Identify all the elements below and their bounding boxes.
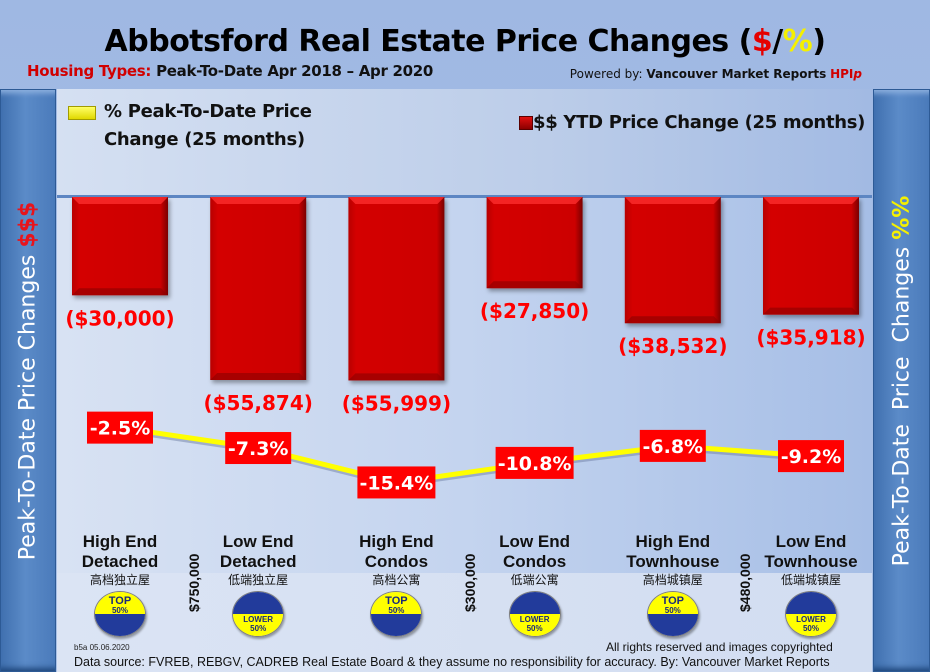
badge-text-line1: TOP (108, 595, 132, 607)
category-label: High End Detached 高档独立屋 (50, 532, 190, 588)
right-axis-accent: %% (889, 195, 914, 240)
category-name-line2: Townhouse (764, 552, 858, 571)
legend-percent-line2: Change (25 months) (104, 129, 305, 150)
powered-by: Powered by: Vancouver Market Reports HPI… (570, 67, 862, 81)
badge-blue-half (95, 614, 145, 636)
badge-yellow-half (371, 592, 422, 614)
badge-yellow-half (786, 614, 836, 636)
lower-50-badge: LOWER 50% (785, 591, 837, 637)
threshold-label: $750,000 (186, 553, 202, 612)
badge-blue-half (647, 614, 698, 636)
left-axis-accent: $$$ (15, 201, 41, 248)
category-name-line2: Condos (364, 552, 429, 571)
badge-text-line1: LOWER (243, 615, 274, 624)
category-name-line2: Townhouse (626, 552, 720, 571)
threshold-label: $300,000 (462, 553, 478, 612)
category-name-line1: High End (635, 532, 711, 551)
category-name-line1: High End (359, 532, 434, 551)
category-name-line1: Low End (499, 532, 570, 551)
hpi-mark: HPIp (830, 67, 862, 81)
category-label: High End Condos 高档公寓 (326, 532, 466, 588)
chart-subtitle: Housing Types: Peak-To-Date Apr 2018 – A… (27, 62, 433, 80)
subtitle-value: Peak-To-Date Apr 2018 – Apr 2020 (156, 62, 434, 80)
hpi-text: HPI (830, 67, 854, 81)
category-name-chinese: 高档独立屋 (89, 573, 150, 587)
title-close: ) (812, 24, 826, 59)
badge-blue-half (786, 592, 836, 614)
badge-text: TOP 50% (95, 595, 145, 616)
badge-blue-half (371, 614, 422, 636)
legend-percent: % Peak-To-Date Price Change (25 months) (104, 98, 334, 154)
right-axis-text: Peak-To-Date Price Changes (889, 246, 914, 566)
badge-text-line1: TOP (385, 595, 408, 607)
left-axis-panel: Peak-To-Date Price Changes $$$ (0, 89, 56, 672)
zero-baseline (57, 195, 872, 198)
left-axis-text: Peak-To-Date Price Changes (15, 254, 41, 560)
category-name-line2: Condos (502, 552, 567, 571)
badge-text-line1: LOWER (796, 615, 826, 624)
badge-text-line2: 50% (250, 624, 267, 633)
category-name-chinese: 高档公寓 (372, 573, 421, 587)
legend-area (57, 89, 872, 197)
category-label: High End Townhouse 高档城镇屋 (603, 532, 743, 588)
badge-text-line1: LOWER (519, 615, 550, 624)
category-footer-area (57, 573, 872, 672)
footer-rights: All rights reserved and images copyright… (606, 640, 833, 654)
title-dollar: $ (751, 24, 773, 59)
powered-brand: Vancouver Market Reports (646, 67, 827, 81)
subtitle-label: Housing Types: (27, 62, 152, 80)
badge-yellow-half (509, 614, 560, 636)
badge-yellow-half (647, 592, 698, 614)
category-name-chinese: 低端公寓 (510, 573, 559, 587)
category-label: Low End Condos 低端公寓 (465, 532, 605, 588)
category-name-line2: Detached (219, 552, 297, 571)
top-50-badge: TOP 50% (94, 591, 146, 637)
category-name-line1: Low End (775, 532, 847, 551)
badge-text-line2: 50% (664, 606, 681, 615)
category-name-chinese: 低端独立屋 (228, 573, 289, 587)
legend-swatch-dollar (519, 116, 533, 130)
legend-dollar-text: $$ YTD Price Change (25 months) (533, 112, 866, 133)
category-label: Low End Detached 低端独立屋 (188, 532, 328, 588)
legend-dollar: $$ YTD Price Change (25 months) (511, 109, 865, 137)
category-name-line1: Low End (222, 532, 294, 551)
footer-source: Data source: FVREB, REBGV, CADREB Real E… (74, 655, 830, 669)
badge-text: TOP 50% (371, 595, 421, 616)
badge-blue-half (509, 592, 560, 614)
badge-text: LOWER 50% (786, 615, 836, 633)
title-slash: / (772, 24, 783, 59)
badge-text-line1: TOP (661, 595, 684, 607)
powered-prefix: Powered by: (569, 67, 643, 81)
category-name-chinese: 低端城镇屋 (780, 573, 841, 587)
left-axis-label: Peak-To-Date Price Changes $$$ (16, 201, 41, 560)
badge-text-line2: 50% (388, 606, 405, 615)
legend-percent-line1: % Peak-To-Date Price (104, 101, 312, 122)
category-name-line2: Detached (81, 552, 159, 571)
badge-text-line2: 50% (802, 624, 819, 633)
badge-text-line2: 50% (526, 624, 543, 633)
right-axis-panel: Peak-To-Date Price Changes %% (873, 89, 930, 672)
category-label: Low End Townhouse 低端城镇屋 (741, 532, 881, 588)
badge-blue-half (233, 592, 284, 614)
title-percent: % (782, 24, 813, 59)
top-50-badge: TOP 50% (370, 591, 423, 637)
legend-swatch-percent (68, 106, 96, 120)
category-name-line1: High End (82, 532, 158, 551)
badge-text: LOWER 50% (510, 615, 560, 633)
lower-50-badge: LOWER 50% (232, 591, 285, 637)
footer-code: b5a 05.06.2020 (74, 643, 130, 652)
badge-text: TOP 50% (648, 595, 698, 616)
badge-text-line2: 50% (111, 606, 128, 615)
threshold-label: $480,000 (737, 553, 753, 612)
lower-50-badge: LOWER 50% (508, 591, 561, 637)
badge-yellow-half (233, 614, 284, 636)
badge-text: LOWER 50% (233, 615, 283, 633)
top-50-badge: TOP 50% (646, 591, 699, 637)
category-name-chinese: 高档城镇屋 (642, 573, 703, 587)
hpi-p: p (853, 67, 862, 81)
badge-yellow-half (95, 592, 145, 614)
chart-title: Abbotsford Real Estate Price Changes ($/… (0, 24, 930, 59)
title-main: Abbotsford Real Estate Price Changes ( (104, 24, 753, 59)
right-axis-label: Peak-To-Date Price Changes %% (889, 195, 914, 566)
